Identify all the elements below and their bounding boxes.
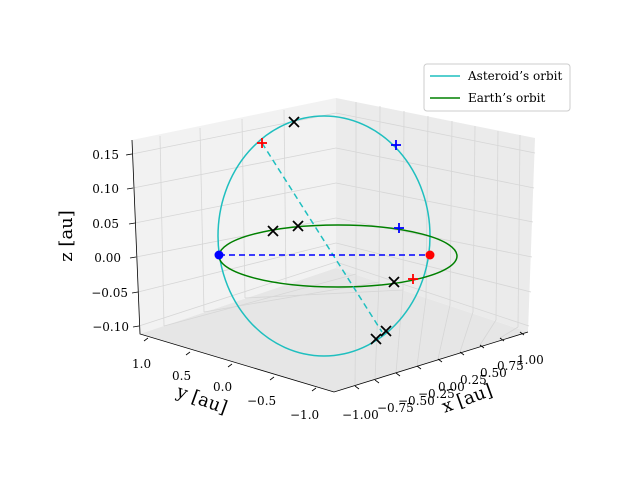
x-tick-mark: [519, 331, 525, 336]
cross-marker: [288, 116, 300, 128]
y-tick-label: −0.5: [247, 394, 276, 408]
grid-line: [479, 319, 497, 346]
y-tick-mark: [269, 376, 275, 381]
legend-asteroid-label: Asteroid’s orbit: [467, 69, 562, 83]
y-tick-mark: [311, 387, 317, 392]
grid-line: [131, 112, 337, 155]
grid-line: [395, 289, 404, 374]
z-axis-ticks: 0.15 0.10 0.05 0.00 −0.05 −0.10: [91, 148, 129, 334]
z-tick-mark: [128, 222, 136, 225]
x-tick-label: 0.50: [480, 366, 507, 380]
grid-line: [199, 127, 205, 313]
x-tick-label: −0.50: [398, 394, 435, 408]
grid-line: [517, 134, 521, 328]
x-tick-mark: [499, 337, 505, 342]
grid-line: [244, 289, 404, 299]
x-tick-mark: [479, 344, 485, 349]
z-tick-label: 0.05: [92, 217, 119, 231]
back-pane-left: [132, 98, 336, 334]
grid-line: [137, 242, 337, 293]
z-tick-mark: [129, 256, 137, 259]
y-tick-label: 0.0: [213, 380, 232, 394]
grid-line: [354, 273, 357, 387]
grid-line: [283, 109, 287, 285]
grid-line: [374, 281, 380, 381]
z-tick-label: −0.10: [92, 320, 129, 334]
axes-lines: [125, 139, 529, 393]
x-tick-mark: [374, 379, 380, 384]
cross-marker: [370, 333, 382, 345]
x-tick-label: 1.00: [517, 353, 544, 367]
cross-marker: [267, 225, 279, 237]
markers-layer: [214, 116, 435, 345]
z-tick-label: 0.10: [92, 182, 119, 196]
x-tick-mark: [416, 365, 422, 370]
legend: Asteroid’s orbit Earth’s orbit: [423, 63, 571, 112]
y-tick-mark: [143, 337, 149, 342]
y-tick-mark: [185, 351, 191, 356]
x-tick-mark: [354, 385, 360, 390]
grid-line: [138, 261, 337, 327]
asteroid-dashed-line: [261, 142, 383, 333]
x-tick-label: 0.00: [438, 380, 465, 394]
grid-line: [437, 304, 451, 360]
x-tick-label: 0.25: [460, 373, 487, 387]
z-tick-mark: [131, 291, 139, 294]
grid-line: [459, 311, 474, 353]
y-tick-label: 1.0: [132, 357, 151, 371]
cross-marker: [292, 220, 304, 232]
grid-line: [416, 297, 427, 367]
grid-line: [472, 125, 476, 313]
legend-frame: [423, 63, 571, 112]
grid-line: [402, 110, 405, 291]
x-axis-ticks: −1.00 −0.75 −0.50 −0.25 0.00 0.25 0.50 0…: [342, 353, 544, 422]
z-tick-mark: [126, 187, 134, 190]
floor-pane: [140, 268, 528, 392]
z-tick-mark: [125, 153, 133, 156]
grid-line: [335, 182, 534, 223]
x-tick-mark: [459, 351, 465, 356]
x-tick-label: 0.75: [497, 359, 524, 373]
z-tick-mark: [132, 325, 140, 328]
x-tick-mark: [437, 358, 443, 363]
y-axis-ticks: 1.0 0.5 0.0 −0.5 −1.0: [132, 357, 319, 422]
x-tick-label: −1.00: [342, 408, 379, 422]
grid-line: [495, 130, 499, 321]
grid-line: [335, 147, 535, 189]
grid-line: [378, 105, 381, 283]
grid-line: [135, 217, 337, 258]
cross-marker: [388, 276, 400, 288]
grid-line: [449, 120, 453, 306]
grid-line: [335, 112, 536, 154]
z-tick-label: 0.15: [92, 148, 119, 162]
blue-dot-marker: [214, 250, 224, 260]
z-tick-label: −0.05: [91, 286, 128, 300]
grid-line: [499, 326, 519, 339]
x-tick-label: −0.75: [377, 401, 414, 415]
back-pane-right: [336, 98, 535, 332]
grid-line: [241, 118, 246, 299]
z-axis-label: z [au]: [56, 210, 77, 262]
x-tick-mark: [395, 372, 401, 377]
z-tick-label: 0.00: [94, 251, 121, 265]
y-tick-label: −1.0: [290, 408, 319, 422]
grid-line: [163, 273, 357, 327]
grid-line: [132, 147, 337, 189]
y-tick-label: 0.5: [172, 369, 191, 383]
grid-line: [134, 182, 337, 224]
cross-marker: [380, 325, 392, 337]
grid-line: [335, 242, 532, 293]
axis-line: [131, 139, 529, 393]
x-tick-label: −0.25: [418, 387, 455, 401]
y-tick-mark: [227, 363, 233, 368]
grid-line: [335, 261, 530, 327]
red-dot-marker: [425, 250, 435, 260]
grid-line: [159, 135, 165, 327]
legend-earth-label: Earth’s orbit: [468, 91, 545, 105]
